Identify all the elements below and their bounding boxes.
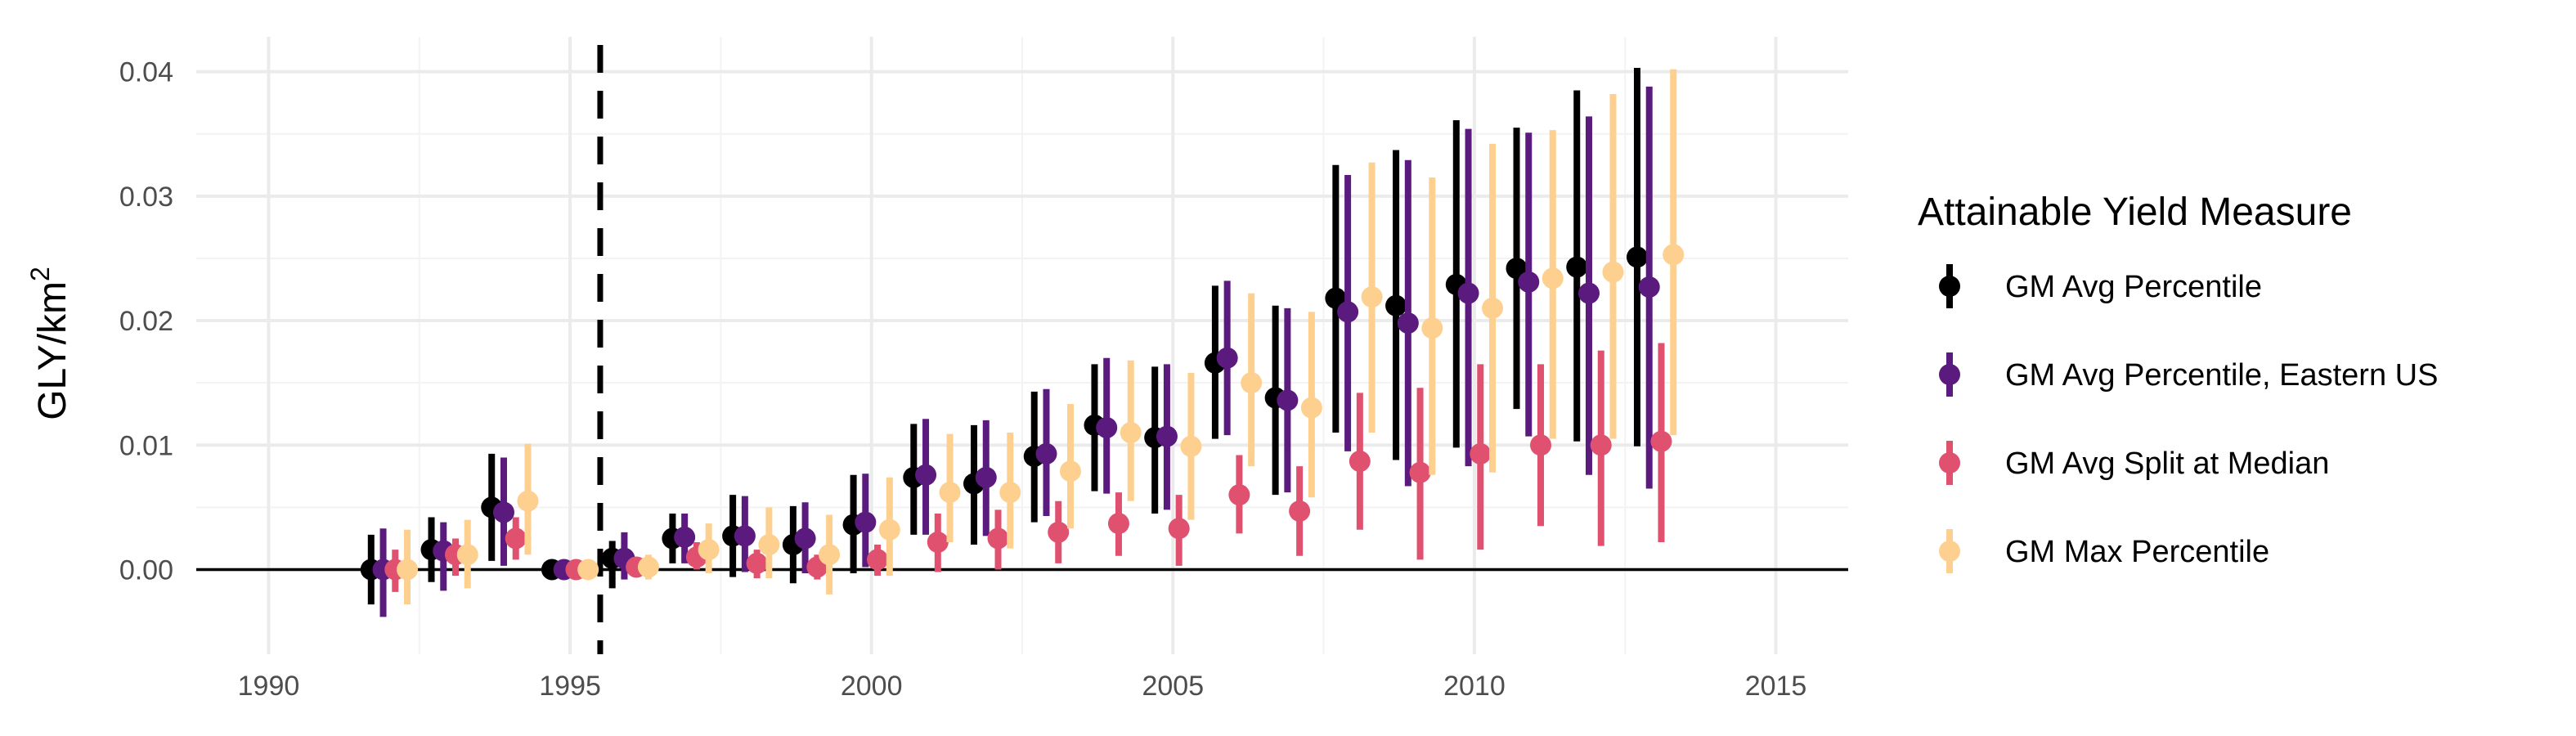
data-point (939, 482, 961, 504)
data-point (915, 464, 937, 486)
x-tick-label: 2015 (1745, 671, 1807, 702)
data-point (1277, 389, 1299, 411)
data-point (1457, 282, 1479, 304)
data-point (397, 559, 419, 581)
legend-label: GM Avg Split at Median (2005, 447, 2329, 481)
data-point (758, 534, 780, 556)
data-point (1409, 461, 1431, 483)
y-axis: 0.00 0.01 0.02 0.03 0.04 (119, 57, 173, 586)
series-4 (397, 69, 1685, 605)
data-point (1506, 258, 1528, 280)
data-point (999, 482, 1021, 504)
legend-item: GM Max Percentile (1939, 529, 2269, 573)
x-tick-label: 2005 (1142, 671, 1204, 702)
x-tick-label: 1995 (539, 671, 601, 702)
data-point (1107, 513, 1129, 535)
data-point (1421, 317, 1443, 339)
data-point (1228, 484, 1250, 506)
y-tick-label: 0.01 (119, 430, 173, 461)
data-point (878, 518, 900, 541)
data-point (1626, 246, 1648, 268)
data-point (1180, 435, 1202, 457)
x-tick-label: 2000 (841, 671, 903, 702)
y-tick-label: 0.02 (119, 306, 173, 337)
legend: Attainable Yield Measure GM Avg Percenti… (1918, 191, 2438, 573)
data-point (517, 490, 539, 512)
data-point (746, 552, 768, 574)
y-axis-title: GLY/km2 (25, 267, 74, 420)
data-point (674, 526, 696, 548)
y-tick-label: 0.03 (119, 182, 173, 213)
data-point (1397, 312, 1419, 334)
data-point (1590, 434, 1612, 456)
data-point (1337, 301, 1359, 323)
grid-lines (196, 37, 1848, 654)
y-axis-title-superscript: 2 (25, 267, 55, 281)
data-point (819, 544, 841, 566)
legend-key-point (1939, 452, 1960, 473)
data-point (1385, 294, 1407, 316)
data-point (1518, 271, 1540, 293)
data-point (1361, 286, 1383, 308)
data-point (492, 501, 514, 523)
legend-item: GM Avg Split at Median (1939, 441, 2329, 485)
series-3 (384, 343, 1672, 592)
x-axis: 1990 1995 2000 2005 2010 2015 (238, 671, 1807, 702)
data-point (456, 544, 478, 566)
data-point (505, 527, 527, 550)
data-point (1602, 261, 1624, 283)
data-point (1035, 442, 1057, 464)
data-point (1216, 347, 1238, 369)
data-point (1542, 267, 1564, 289)
data-point (577, 559, 599, 581)
data-point (867, 549, 889, 571)
data-point (1470, 442, 1492, 464)
data-point (1663, 244, 1685, 266)
legend-label: GM Avg Percentile (2005, 270, 2262, 304)
data-point (927, 532, 949, 554)
series-2 (372, 86, 1660, 617)
data-point (1577, 282, 1600, 304)
data-point (637, 556, 659, 578)
legend-item: GM Avg Percentile, Eastern US (1939, 352, 2438, 397)
data-point (794, 527, 816, 550)
y-tick-label: 0.04 (119, 57, 173, 88)
data-point (1048, 521, 1070, 543)
data-point (975, 466, 997, 488)
data-point (1325, 287, 1347, 309)
data-marks (360, 68, 1685, 617)
x-tick-label: 2010 (1443, 671, 1506, 702)
legend-label: GM Max Percentile (2005, 535, 2269, 569)
data-point (1096, 416, 1118, 438)
data-point (1349, 451, 1371, 473)
reference-lines (196, 45, 1848, 654)
data-point (1482, 297, 1504, 319)
y-axis-title-text: GLY/km (31, 281, 74, 420)
legend-label: GM Avg Percentile, Eastern US (2005, 358, 2438, 393)
data-point (855, 511, 877, 533)
x-tick-label: 1990 (238, 671, 300, 702)
data-point (987, 527, 1009, 550)
data-point (1638, 276, 1660, 298)
series-1 (360, 68, 1648, 605)
data-point (1241, 372, 1263, 394)
legend-key-point (1939, 541, 1960, 562)
data-point (1156, 425, 1178, 447)
data-point (1168, 518, 1190, 540)
legend-key-point (1939, 364, 1960, 385)
data-point (1289, 500, 1311, 522)
y-tick-label: 0.00 (119, 554, 173, 586)
legend-title: Attainable Yield Measure (1918, 191, 2352, 234)
data-point (1059, 460, 1081, 482)
data-point (1300, 397, 1322, 419)
data-point (698, 539, 720, 561)
data-point (1650, 430, 1672, 452)
data-point (1566, 256, 1588, 278)
data-point (1530, 434, 1552, 456)
data-point (734, 525, 756, 547)
data-point (1120, 422, 1142, 444)
legend-key-point (1939, 276, 1960, 297)
legend-item: GM Avg Percentile (1939, 264, 2262, 308)
